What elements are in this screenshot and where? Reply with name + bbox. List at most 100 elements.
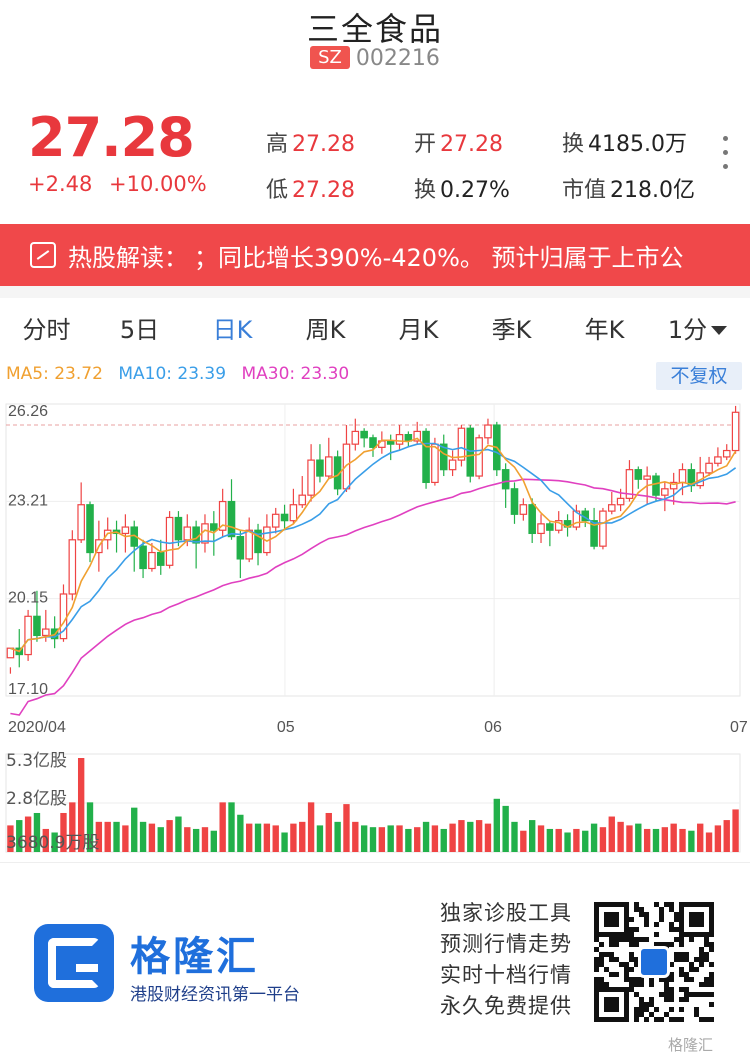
volume-bar: [697, 823, 704, 852]
promo-item: 永久免费提供: [440, 994, 572, 1018]
hot-stock-banner[interactable]: 热股解读： ；同比增长390%-420%。 预计归属于上市公: [0, 224, 750, 286]
volume-bar: [157, 827, 164, 852]
volume-bar: [511, 821, 518, 852]
turnover-rate-value: 0.27%: [440, 178, 510, 203]
candle-body: [386, 440, 395, 445]
tab-daily-k[interactable]: 日K: [212, 316, 253, 344]
promo-list: 独家诊股工具 预测行情走势 实时十档行情 永久免费提供: [440, 898, 572, 1022]
volume-bar: [582, 830, 589, 852]
price-change-pct: +10.00%: [109, 172, 207, 196]
candle-body: [714, 456, 722, 464]
qr-code: [594, 902, 714, 1022]
price-change-row: +2.48 +10.00%: [28, 172, 217, 196]
volume-bar: [714, 825, 722, 852]
candle-body: [678, 469, 687, 484]
candle-body: [369, 437, 377, 448]
tab-monthly-k[interactable]: 月K: [398, 316, 439, 344]
candle-body: [271, 513, 280, 528]
volume-axis-label: 5.3亿股: [6, 751, 67, 771]
more-vertical-icon[interactable]: [718, 136, 732, 184]
volume-bar: [467, 821, 474, 852]
volume-bar: [626, 825, 633, 852]
candle-body: [68, 539, 77, 595]
volume-bar: [325, 812, 332, 852]
candle-body: [289, 504, 298, 522]
candle-body: [360, 430, 368, 439]
volume-bar: [555, 828, 562, 852]
ma-legend: MA5: 23.72 MA10: 23.39 MA30: 23.30: [6, 364, 359, 384]
open-label: 开: [414, 132, 437, 157]
volume-bar: [316, 825, 324, 852]
candle-body: [546, 523, 554, 531]
candle-body: [227, 500, 236, 538]
candle-body: [183, 526, 192, 541]
candle-body: [616, 497, 625, 506]
volume-bar: [299, 821, 306, 852]
adjust-button[interactable]: 不复权: [656, 362, 742, 390]
volume-bar: [599, 827, 607, 852]
volume-bar: [440, 828, 447, 852]
volume-bar: [590, 823, 598, 852]
volume-bar: [670, 823, 677, 852]
volume-bar: [422, 821, 430, 852]
candle-body: [395, 434, 404, 445]
candle-body: [165, 516, 174, 566]
volume-bar: [7, 825, 14, 852]
ma10-label: MA10: 23.39: [118, 364, 227, 384]
volume-bar: [405, 828, 412, 852]
tab-yearly-k[interactable]: 年K: [584, 316, 625, 344]
section-divider: [0, 286, 750, 298]
volume-bar: [192, 828, 200, 852]
kline-chart[interactable]: 26.26 23.21 20.15 17.10 2020/04 05 06 07 5.3亿股 2.…: [0, 396, 750, 856]
candle-body: [316, 459, 324, 477]
low-label: 低: [266, 178, 289, 203]
price-axis-label: 17.10: [8, 681, 48, 698]
volume-axis-label: 3680.9万股: [6, 833, 99, 853]
trend-chart-icon: [30, 242, 56, 268]
turnover-rate-stat: 换 0.27%: [414, 172, 510, 204]
candle-body: [351, 430, 360, 445]
mktcap-label: 市值: [562, 178, 607, 203]
volume-bar: [546, 828, 554, 852]
tab-5day[interactable]: 5日: [119, 316, 160, 344]
brand-name: 格隆汇: [130, 934, 259, 980]
brand-slogan: 港股财经资讯第一平台: [130, 985, 300, 1005]
candle-body: [86, 504, 94, 554]
volume-bar: [281, 832, 288, 852]
candle-body: [661, 488, 669, 496]
candle-body: [457, 427, 466, 461]
volume-bar: [343, 804, 350, 852]
date-axis-label: 05: [277, 719, 295, 736]
candle-body: [33, 615, 41, 637]
candle-body: [413, 430, 422, 442]
volume-bar: [86, 802, 94, 852]
volume-bar: [414, 827, 421, 852]
volume-bar: [148, 823, 156, 852]
tab-quarterly-k[interactable]: 季K: [491, 316, 532, 344]
tab-intraday[interactable]: 分时: [22, 316, 71, 344]
candle-body: [254, 529, 262, 554]
candle-body: [139, 545, 147, 570]
low-stat: 低 27.28: [266, 172, 355, 204]
volume-bar: [104, 821, 111, 852]
volume-bar: [51, 832, 58, 852]
promo-item: 实时十档行情: [440, 963, 572, 987]
tab-minute-label: 1分: [667, 316, 708, 344]
volume-bar: [210, 830, 218, 852]
candle-body: [236, 536, 245, 560]
candle-body: [24, 615, 32, 656]
candle-body: [537, 523, 545, 535]
volume-bar: [520, 830, 527, 852]
volume-bar: [184, 827, 191, 852]
candle-body: [439, 443, 448, 471]
volume-bar: [635, 823, 642, 852]
volume-bar: [705, 832, 713, 852]
brand-logo-icon: [34, 924, 114, 1002]
high-value: 27.28: [292, 132, 355, 157]
high-stat: 高 27.28: [266, 126, 355, 158]
tab-weekly-k[interactable]: 周K: [305, 316, 346, 344]
volume-bar: [113, 821, 120, 852]
turnover-amount-stat: 换 4185.0万: [562, 126, 687, 158]
tab-minute-dropdown[interactable]: 1分: [651, 306, 744, 356]
